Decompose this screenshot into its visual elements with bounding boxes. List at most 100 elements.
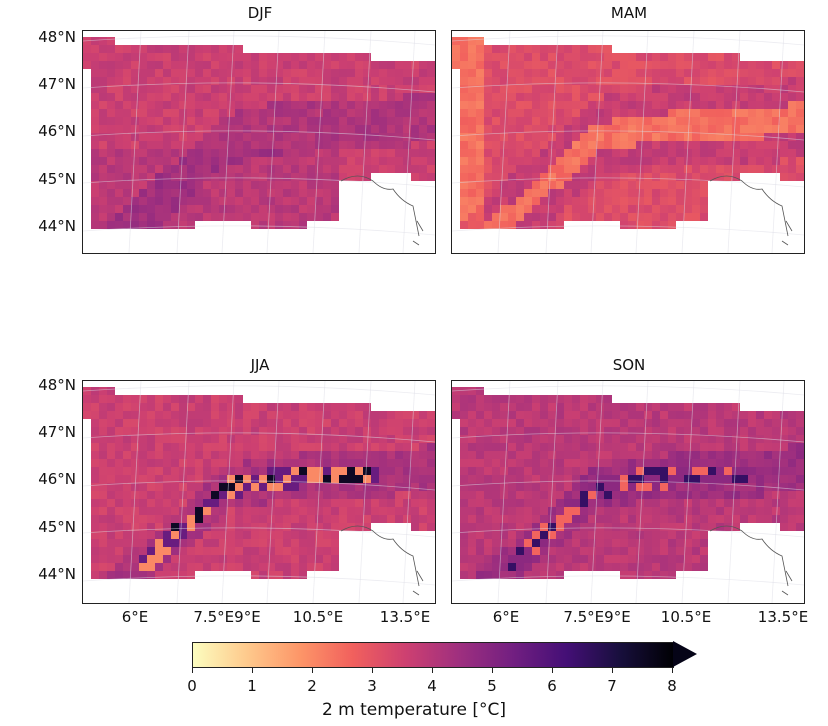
temperature-cell	[403, 93, 411, 101]
temperature-cell	[580, 157, 588, 165]
temperature-cell	[500, 61, 508, 69]
temperature-cell	[796, 411, 804, 419]
temperature-cell	[283, 467, 291, 475]
temperature-cell	[708, 77, 716, 85]
temperature-cell	[211, 197, 219, 205]
temperature-cell	[668, 85, 676, 93]
temperature-cell	[115, 419, 123, 427]
temperature-cell	[219, 555, 227, 563]
temperature-cell	[379, 427, 387, 435]
temperature-cell	[387, 483, 395, 491]
temperature-cell	[219, 515, 227, 523]
temperature-cell	[524, 467, 532, 475]
temperature-cell	[652, 451, 660, 459]
temperature-cell	[243, 499, 251, 507]
temperature-cell	[604, 547, 612, 555]
temperature-cell	[660, 141, 668, 149]
temperature-cell	[580, 523, 588, 531]
temperature-cell	[323, 125, 331, 133]
temperature-cell	[740, 499, 748, 507]
temperature-cell	[259, 165, 267, 173]
temperature-cell	[131, 117, 139, 125]
temperature-cell	[580, 419, 588, 427]
temperature-cell	[107, 125, 115, 133]
temperature-cell	[508, 467, 516, 475]
temperature-cell	[580, 547, 588, 555]
temperature-cell	[732, 411, 740, 419]
temperature-cell	[524, 555, 532, 563]
temperature-cell	[107, 69, 115, 77]
temperature-cell	[660, 571, 668, 579]
temperature-cell	[644, 547, 652, 555]
temperature-cell	[355, 133, 363, 141]
temperature-cell	[668, 117, 676, 125]
temperature-cell	[267, 555, 275, 563]
temperature-cell	[235, 213, 243, 221]
temperature-cell	[548, 427, 556, 435]
temperature-cell	[107, 523, 115, 531]
temperature-cell	[556, 53, 564, 61]
temperature-cell	[291, 475, 299, 483]
temperature-cell	[99, 419, 107, 427]
temperature-cell	[668, 403, 676, 411]
temperature-cell	[492, 539, 500, 547]
temperature-cell	[387, 117, 395, 125]
temperature-cell	[131, 427, 139, 435]
temperature-cell	[724, 141, 732, 149]
temperature-cell	[307, 491, 315, 499]
temperature-cell	[427, 475, 435, 483]
temperature-cell	[243, 563, 251, 571]
temperature-cell	[395, 499, 403, 507]
temperature-cell	[788, 459, 796, 467]
temperature-cell	[492, 85, 500, 93]
temperature-cell	[516, 491, 524, 499]
temperature-cell	[355, 117, 363, 125]
temperature-cell	[395, 459, 403, 467]
temperature-cell	[788, 435, 796, 443]
temperature-cell	[756, 451, 764, 459]
temperature-cell	[580, 213, 588, 221]
temperature-cell	[748, 515, 756, 523]
temperature-cell	[612, 451, 620, 459]
temperature-cell	[99, 411, 107, 419]
temperature-cell	[508, 555, 516, 563]
temperature-cell	[452, 395, 460, 403]
temperature-cell	[532, 467, 540, 475]
temperature-cell	[307, 173, 315, 181]
temperature-cell	[275, 555, 283, 563]
temperature-cell	[628, 427, 636, 435]
temperature-cell	[700, 475, 708, 483]
temperature-cell	[123, 435, 131, 443]
temperature-cell	[387, 475, 395, 483]
temperature-cell	[492, 507, 500, 515]
temperature-cell	[484, 173, 492, 181]
temperature-cell	[139, 165, 147, 173]
temperature-cell	[540, 165, 548, 173]
temperature-cell	[764, 61, 772, 69]
temperature-cell	[564, 507, 572, 515]
colorbar-tick-label: 0	[187, 677, 197, 695]
temperature-cell	[307, 197, 315, 205]
temperature-cell	[524, 395, 532, 403]
temperature-cell	[363, 491, 371, 499]
temperature-cell	[403, 101, 411, 109]
temperature-cell	[572, 483, 580, 491]
temperature-cell	[556, 205, 564, 213]
temperature-cell	[548, 93, 556, 101]
temperature-cell	[331, 133, 339, 141]
temperature-cell	[756, 443, 764, 451]
temperature-cell	[772, 467, 780, 475]
temperature-cell	[668, 205, 676, 213]
temperature-cell	[419, 451, 427, 459]
temperature-cell	[219, 141, 227, 149]
temperature-cell	[331, 459, 339, 467]
temperature-cell	[564, 213, 572, 221]
temperature-cell	[652, 213, 660, 221]
temperature-cell	[331, 53, 339, 61]
temperature-cell	[123, 515, 131, 523]
temperature-cell	[740, 61, 748, 69]
temperature-cell	[379, 419, 387, 427]
temperature-cell	[91, 149, 99, 157]
temperature-cell	[363, 427, 371, 435]
temperature-cell	[604, 531, 612, 539]
